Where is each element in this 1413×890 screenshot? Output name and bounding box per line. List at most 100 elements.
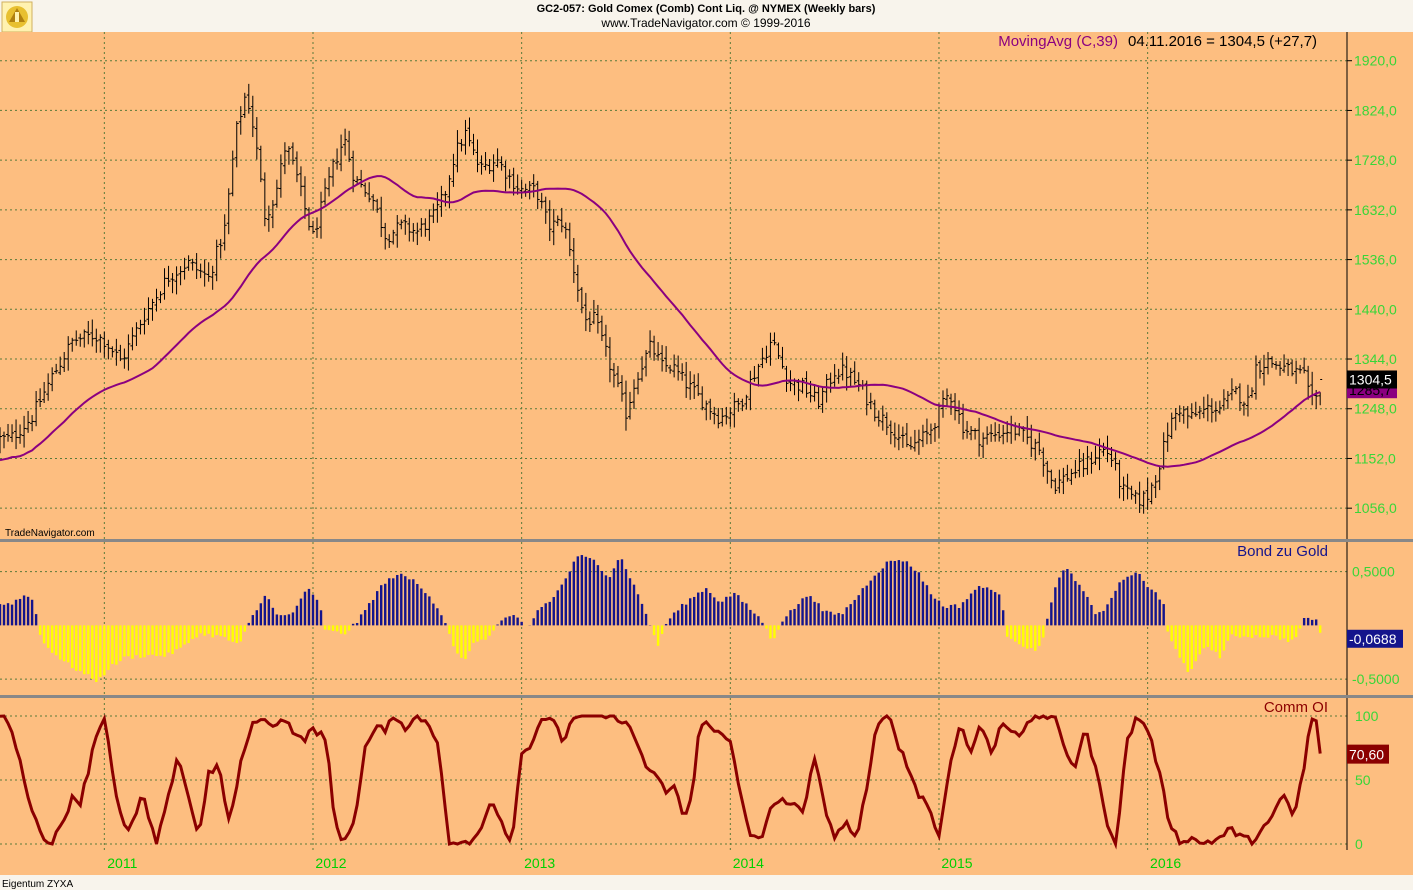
ohlc-bar [146,297,151,325]
bond-bar [676,610,680,626]
bond-bar [604,575,608,626]
ohlc-bar [1262,354,1267,386]
bond-bar [115,625,118,665]
ohlc-bar [363,182,368,197]
ohlc-bar [1057,469,1062,494]
x-year-label: 2016 [1150,855,1181,871]
ohlc-bar [226,188,231,235]
ohlc-bar [868,392,873,410]
bond-bar [279,615,283,626]
bond-bar [1238,625,1242,638]
bond-bar [239,625,242,642]
ohlc-bar [692,374,697,399]
bond-bar [107,625,110,670]
bond-bar [1010,625,1013,639]
bond-bar [985,587,989,626]
footer-bar [0,875,1413,890]
ohlc-bar [38,388,43,408]
bond-bar [660,625,664,634]
bond-bar [412,579,415,626]
ohlc-bar [539,192,544,209]
ohlc-bar [138,319,143,335]
bond-bar [351,623,355,626]
ohlc-bar [1149,482,1154,505]
bond-bar [26,596,30,626]
bond-bar [227,625,230,641]
bond-bar [584,556,588,626]
bond-bar [303,591,307,626]
ohlc-bar [238,106,243,135]
ohlc-bar [387,234,392,248]
bond-bar [877,572,880,626]
ohlc-bar [1294,360,1299,384]
bond-bar [837,613,840,626]
bond-bar [849,604,852,626]
bond-bar [235,625,238,644]
bond-bar [572,561,576,626]
bond-bar [733,592,736,626]
ohlc-bar [627,391,632,420]
ohlc-bar [684,361,689,398]
ohlc-bar [359,169,364,188]
bond-bar [588,558,592,626]
bond-bar [1034,625,1037,651]
bond-y-axis-area [1347,542,1413,695]
bond-bar [773,625,776,639]
bond-bar [139,625,142,658]
ohlc-bar [993,422,998,442]
ohlc-bar [1209,398,1214,423]
bond-bar [14,599,18,626]
bond-bar [1222,625,1226,651]
bond-bar [315,599,319,626]
x-year-label: 2012 [315,855,346,871]
bond-bar [400,573,403,626]
ohlc-bar [266,205,271,232]
bond-bar [496,624,499,626]
ohlc-bar [198,263,203,279]
bond-bar [1234,625,1238,637]
ohlc-bar [820,386,825,413]
ohlc-bar [1241,401,1246,416]
chart-title: GC2-057: Gold Comex (Comb) Cont Liq. @ N… [537,3,876,15]
bond-bar [71,625,74,669]
bond-bar [291,612,295,626]
bond-bar [339,625,343,634]
ohlc-bar [290,142,295,165]
ohlc-bar [644,350,649,377]
last-close-value: 1304,5 [1349,371,1392,387]
ohlc-bar [748,370,753,411]
bond-bar [1086,596,1089,626]
ohlc-bar [331,158,336,187]
price-y-tick-labels: 1056,0 1152,0 1248,0 1344,0 1440,0 1536,0 1632… [1346,32,1397,539]
ohlc-bar [22,415,27,448]
bond-bar [243,625,246,632]
oi-last-value-box [1347,744,1389,764]
bond-bar [805,596,808,626]
ohlc-bar [254,117,259,160]
ohlc-bar [1217,400,1222,415]
bond-bar [560,584,563,626]
bond-bar [801,598,804,626]
bond-bar [865,585,868,626]
ohlc-bar [379,196,384,238]
bond-bar [532,618,535,626]
ohlc-bar [218,238,223,259]
bond-bar [881,568,884,626]
bond-bar [717,601,720,626]
bond-bar [512,615,515,626]
bond-bar [247,622,250,626]
ohlc-bar [383,222,388,250]
bond-bar [1074,581,1077,626]
ohlc-bar [648,330,653,358]
ohlc-bar [1041,447,1046,477]
ohlc-bar [118,344,123,362]
ohlc-bar [327,167,332,197]
bond-bar [672,612,676,626]
ohlc-bar [1306,365,1311,400]
bond-bar [275,614,279,626]
ohlc-bar [1253,355,1258,400]
bond-bar [1022,625,1025,647]
ohlc-bar [1141,490,1146,514]
ohlc-bar [395,215,400,248]
bond-bar [223,625,226,637]
